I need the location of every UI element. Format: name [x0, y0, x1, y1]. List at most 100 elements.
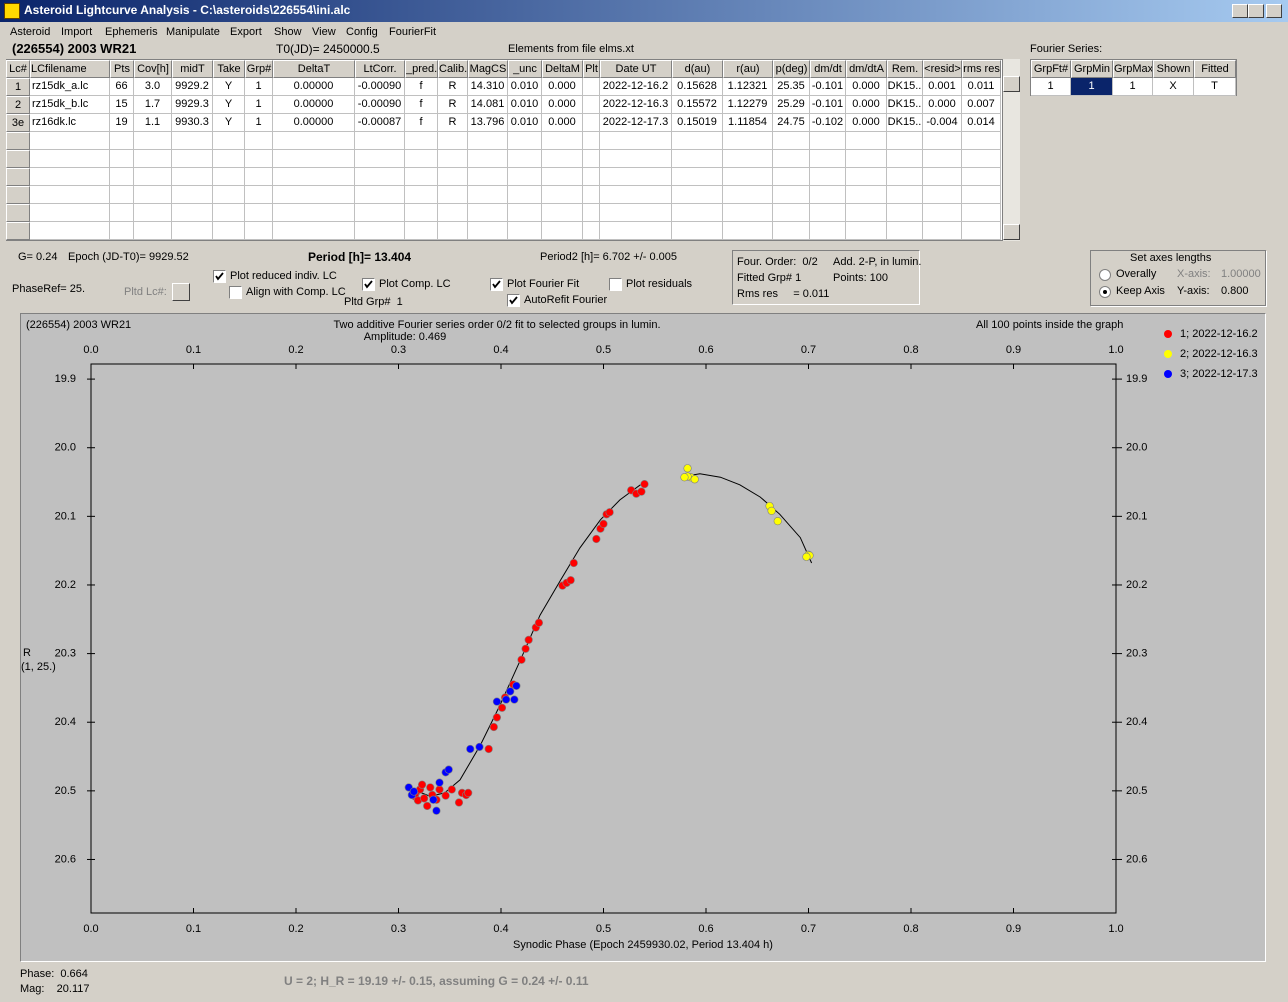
table-cell[interactable] — [355, 168, 405, 186]
table-cell[interactable]: -0.101 — [810, 96, 846, 114]
table-cell[interactable] — [773, 186, 810, 204]
table-cell[interactable]: DK15.. — [887, 114, 923, 132]
table-cell[interactable] — [846, 168, 887, 186]
table-cell[interactable] — [723, 168, 773, 186]
table-cell[interactable] — [600, 222, 672, 240]
table-cell[interactable] — [134, 168, 172, 186]
pltd-lc-spinner[interactable] — [172, 283, 190, 301]
table-cell[interactable] — [846, 186, 887, 204]
table-cell[interactable] — [508, 222, 542, 240]
checkbox[interactable] — [362, 278, 375, 291]
table-cell[interactable] — [355, 186, 405, 204]
table-cell[interactable]: 0.15628 — [672, 78, 723, 96]
table-cell[interactable] — [508, 204, 542, 222]
table-cell[interactable] — [542, 168, 583, 186]
table-cell[interactable] — [887, 132, 923, 150]
table-cell[interactable] — [134, 150, 172, 168]
table-cell[interactable]: 0.010 — [508, 114, 542, 132]
checkbox[interactable] — [213, 270, 226, 283]
table-cell[interactable]: 0.000 — [542, 96, 583, 114]
table-cell[interactable] — [600, 204, 672, 222]
table-cell[interactable]: f — [405, 96, 438, 114]
table-cell[interactable]: 24.75 — [773, 114, 810, 132]
checkbox[interactable] — [490, 278, 503, 291]
table-cell[interactable] — [962, 222, 1001, 240]
table-cell[interactable] — [110, 132, 134, 150]
table-cell[interactable] — [600, 186, 672, 204]
table-cell[interactable] — [923, 150, 962, 168]
table-cell[interactable] — [134, 186, 172, 204]
table-cell[interactable] — [923, 132, 962, 150]
table-cell[interactable] — [723, 186, 773, 204]
table-cell[interactable] — [583, 150, 600, 168]
table-cell[interactable]: 2022-12-16.2 — [600, 78, 672, 96]
table-cell[interactable] — [846, 222, 887, 240]
table-cell[interactable] — [583, 168, 600, 186]
table-cell[interactable]: 9929.2 — [172, 78, 213, 96]
table-cell[interactable] — [172, 186, 213, 204]
table-cell[interactable]: 2022-12-17.3 — [600, 114, 672, 132]
table-cell[interactable] — [438, 168, 468, 186]
table-cell[interactable] — [30, 186, 110, 204]
table-cell[interactable]: f — [405, 114, 438, 132]
table-cell[interactable] — [245, 150, 273, 168]
table-cell[interactable] — [887, 204, 923, 222]
menu-item[interactable]: Ephemeris — [105, 26, 158, 38]
table-cell[interactable] — [846, 204, 887, 222]
table-cell[interactable] — [600, 168, 672, 186]
table-cell[interactable] — [273, 204, 355, 222]
scrollbar[interactable] — [1003, 59, 1020, 241]
table-cell[interactable] — [583, 204, 600, 222]
table-cell[interactable] — [810, 222, 846, 240]
table-cell[interactable]: 0.15019 — [672, 114, 723, 132]
table-cell[interactable]: DK15.. — [887, 96, 923, 114]
table-cell[interactable] — [468, 150, 508, 168]
table-cell[interactable] — [508, 186, 542, 204]
table-cell[interactable] — [810, 150, 846, 168]
scroll-thumb[interactable] — [1003, 76, 1020, 92]
table-cell[interactable] — [723, 222, 773, 240]
table-cell[interactable]: 1 — [245, 96, 273, 114]
table-cell[interactable] — [172, 150, 213, 168]
table-cell[interactable] — [810, 132, 846, 150]
table-cell[interactable] — [887, 168, 923, 186]
table-cell[interactable] — [405, 204, 438, 222]
table-cell[interactable] — [887, 150, 923, 168]
radio-button[interactable] — [1099, 269, 1111, 281]
table-cell[interactable] — [583, 96, 600, 114]
table-cell[interactable] — [583, 78, 600, 96]
table-cell[interactable] — [355, 222, 405, 240]
table-cell[interactable] — [773, 168, 810, 186]
table-cell[interactable]: 25.35 — [773, 78, 810, 96]
table-cell[interactable] — [723, 132, 773, 150]
table-cell[interactable] — [245, 168, 273, 186]
table-cell[interactable]: R — [438, 114, 468, 132]
table-cell[interactable]: 0.001 — [923, 78, 962, 96]
table-cell[interactable] — [672, 168, 723, 186]
table-cell[interactable] — [245, 222, 273, 240]
table-cell[interactable] — [134, 222, 172, 240]
table-cell[interactable] — [542, 150, 583, 168]
table-cell[interactable] — [355, 150, 405, 168]
table-cell[interactable]: 1 — [1113, 78, 1153, 96]
table-cell[interactable] — [923, 186, 962, 204]
table-cell[interactable] — [468, 132, 508, 150]
table-cell[interactable] — [962, 204, 1001, 222]
table-cell[interactable]: 1.1 — [134, 114, 172, 132]
close-button[interactable] — [1266, 4, 1282, 18]
table-cell[interactable] — [438, 222, 468, 240]
table-cell[interactable] — [962, 186, 1001, 204]
table-cell[interactable] — [887, 222, 923, 240]
table-cell[interactable]: 3.0 — [134, 78, 172, 96]
table-cell[interactable] — [213, 132, 245, 150]
table-cell[interactable] — [273, 168, 355, 186]
table-cell[interactable]: 0.00000 — [273, 114, 355, 132]
table-cell[interactable]: 0.000 — [542, 78, 583, 96]
table-cell[interactable]: Y — [213, 114, 245, 132]
scroll-down[interactable] — [1003, 224, 1020, 240]
table-cell[interactable]: 0.000 — [846, 114, 887, 132]
table-cell[interactable] — [672, 204, 723, 222]
table-cell[interactable]: -0.102 — [810, 114, 846, 132]
table-cell[interactable] — [672, 222, 723, 240]
table-cell[interactable]: 14.081 — [468, 96, 508, 114]
